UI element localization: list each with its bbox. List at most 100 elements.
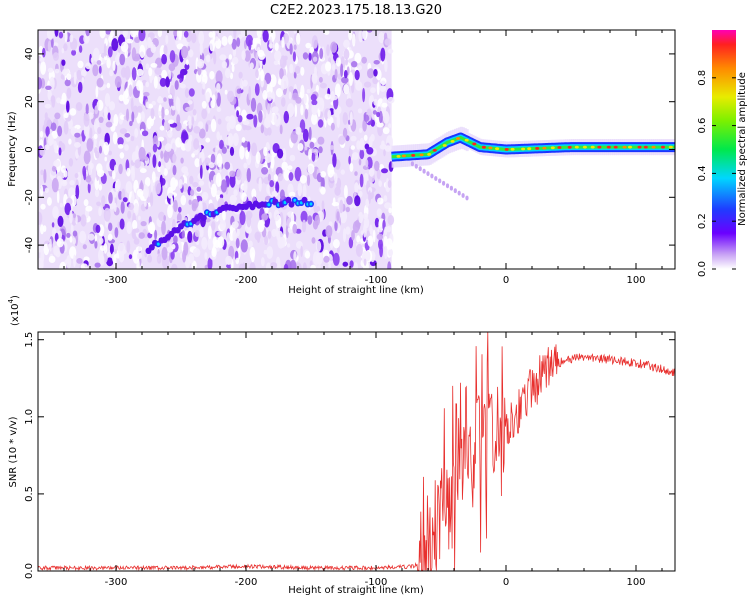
noise-blob xyxy=(79,230,87,244)
noise-blob xyxy=(168,63,176,72)
noise-blob xyxy=(74,173,79,179)
noise-blob xyxy=(219,139,224,150)
noise-blob xyxy=(315,240,322,252)
noise-blob xyxy=(201,88,205,95)
noise-blob xyxy=(112,60,116,72)
noise-blob xyxy=(376,233,384,240)
noise-blob xyxy=(231,38,237,50)
noise-blob xyxy=(46,30,55,40)
noise-blob xyxy=(231,64,235,73)
noise-blob xyxy=(40,224,44,235)
noise-blob xyxy=(297,182,303,197)
noise-blob xyxy=(363,223,367,238)
noise-blob xyxy=(57,215,64,227)
weak-trace-core xyxy=(309,202,313,206)
noise-blob xyxy=(220,179,228,193)
noise-blob xyxy=(319,48,324,60)
noise-blob xyxy=(377,228,383,233)
noise-blob xyxy=(335,57,341,67)
noise-blob xyxy=(244,125,252,131)
noise-blob xyxy=(188,119,192,130)
noise-blob xyxy=(94,234,98,242)
signal-hotspot xyxy=(464,138,469,142)
noise-blob xyxy=(169,50,176,63)
noise-blob xyxy=(302,52,309,60)
noise-blob xyxy=(47,40,52,53)
weak-trace-point xyxy=(200,214,207,222)
noise-blob xyxy=(64,30,68,43)
noise-blob xyxy=(58,147,62,156)
noise-blob xyxy=(366,147,374,155)
noise-blob xyxy=(191,202,197,212)
noise-blob xyxy=(126,221,132,235)
noise-blob xyxy=(160,150,164,159)
noise-blob xyxy=(273,209,280,222)
noise-blob xyxy=(277,173,284,182)
noise-blob xyxy=(275,181,280,194)
noise-blob xyxy=(358,190,363,198)
snr-scale-note: (x104) xyxy=(7,295,21,326)
noise-blob xyxy=(359,173,364,188)
signal-hotspot xyxy=(521,147,526,151)
noise-blob xyxy=(114,76,122,88)
noise-blob xyxy=(56,190,60,204)
noise-blob xyxy=(189,175,194,185)
noise-blob xyxy=(154,180,162,195)
noise-blob xyxy=(154,229,158,240)
noise-blob xyxy=(198,121,203,129)
noise-blob xyxy=(131,111,135,123)
noise-blob xyxy=(292,223,298,234)
noise-blob xyxy=(160,178,166,186)
noise-blob xyxy=(309,46,315,54)
signal-branch-point xyxy=(430,173,434,179)
noise-blob xyxy=(94,262,101,268)
noise-blob xyxy=(351,230,355,241)
signal-hotspot xyxy=(456,137,460,140)
noise-blob xyxy=(302,262,307,269)
noise-blob xyxy=(378,31,385,44)
noise-blob xyxy=(122,197,128,203)
noise-blob xyxy=(93,133,98,140)
noise-blob xyxy=(227,133,234,147)
noise-blob xyxy=(260,124,264,134)
noise-blob xyxy=(250,97,257,112)
noise-blob xyxy=(302,219,307,233)
noise-blob xyxy=(228,54,233,60)
noise-blob xyxy=(75,102,83,111)
signal-hotspot xyxy=(450,140,455,143)
noise-blob xyxy=(237,115,243,123)
noise-blob xyxy=(281,161,288,171)
noise-blob xyxy=(348,155,351,165)
noise-blob xyxy=(243,180,248,194)
noise-blob xyxy=(210,183,217,198)
noise-blob xyxy=(81,69,87,77)
noise-blob xyxy=(112,169,116,180)
noise-blob xyxy=(40,203,46,210)
noise-blob xyxy=(257,235,260,243)
noise-blob xyxy=(381,140,385,147)
signal-hotspot xyxy=(419,153,424,157)
noise-blob xyxy=(286,103,295,118)
noise-blob xyxy=(210,99,216,109)
noise-blob xyxy=(292,51,296,62)
weak-trace-core xyxy=(189,222,193,226)
noise-blob xyxy=(182,183,189,192)
noise-blob xyxy=(108,192,113,204)
weak-trace-core xyxy=(283,200,287,205)
noise-blob xyxy=(229,72,234,80)
noise-blob xyxy=(246,113,254,120)
noise-blob xyxy=(150,44,156,54)
noise-blob xyxy=(146,117,152,130)
signal-branch-point xyxy=(461,193,465,198)
weak-trace-point xyxy=(285,196,292,204)
noise-blob xyxy=(57,125,63,137)
noise-blob xyxy=(317,97,325,111)
noise-blob xyxy=(72,230,78,237)
noise-blob xyxy=(363,212,369,220)
noise-blob xyxy=(51,165,57,172)
noise-blob xyxy=(255,151,261,164)
noise-blob xyxy=(332,252,340,266)
signal-hotspots xyxy=(396,137,673,158)
noise-blob xyxy=(167,186,174,199)
noise-blob xyxy=(314,214,320,226)
